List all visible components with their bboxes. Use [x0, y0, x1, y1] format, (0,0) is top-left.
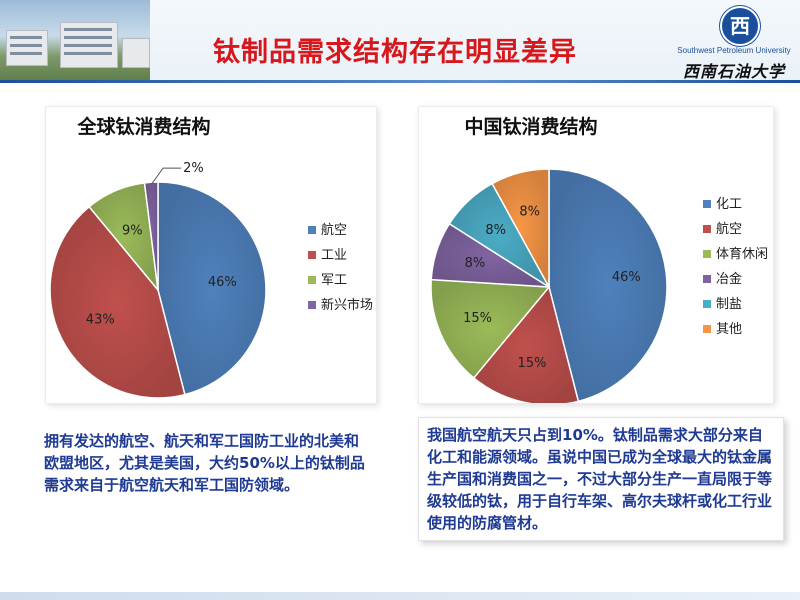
global-slice-1: [49, 205, 186, 399]
china-legend-label-0: 化工: [716, 197, 742, 212]
china-slice-label-2: 15%: [463, 311, 492, 326]
china-legend-label-5: 其他: [716, 322, 742, 337]
china-legend-label-4: 制盐: [716, 297, 742, 312]
china-legend-swatch-0: [703, 200, 711, 208]
global-legend-label-0: 航空: [321, 222, 347, 238]
header-divider: [0, 80, 800, 83]
china-legend-label-1: 航空: [716, 221, 742, 237]
global-legend-swatch-1: [308, 251, 316, 259]
global-chart-title: 全球钛消费结构: [76, 115, 210, 138]
page-title: 钛制品需求结构存在明显差异: [213, 37, 577, 68]
china-legend-swatch-1: [703, 225, 711, 233]
header-bar: 钛制品需求结构存在明显差异 西 Southwest Petroleum Univ…: [0, 0, 800, 81]
global-slice-0: [157, 181, 267, 396]
global-legend-swatch-3: [308, 301, 316, 309]
china-slice-label-4: 8%: [485, 223, 506, 238]
china-slice-5: [491, 168, 550, 288]
global-legend-label-3: 新兴市场: [321, 297, 373, 313]
china-slice-2: [430, 278, 551, 379]
china-legend-swatch-5: [703, 325, 711, 333]
footer-bar: [0, 592, 800, 600]
china-slice-label-3: 8%: [465, 256, 486, 271]
china-slice-1: [472, 285, 580, 403]
university-name-cn: 西南石油大学: [682, 62, 785, 81]
china-slice-label-5: 8%: [519, 205, 540, 220]
china-legend-swatch-2: [703, 250, 711, 258]
global-legend-label-1: 工业: [321, 248, 347, 263]
global-slice-label-0: 46%: [208, 275, 237, 290]
china-chart-panel: 中国钛消费结构 46% 15% 15% 8% 8% 8% 化工航空体育休闲冶金制盐其他: [418, 106, 774, 404]
global-legend-swatch-0: [308, 226, 316, 234]
global-legend-label-2: 军工: [321, 273, 347, 288]
global-slice-3: [143, 181, 159, 291]
china-legend-label-2: 体育休闲: [716, 246, 768, 262]
university-logo: 西: [720, 6, 760, 46]
china-slice-0: [548, 168, 668, 403]
china-note: 我国航空航天只占到10%。钛制品需求大部分来自化工和能源领域。虽说中国已成为全球…: [418, 417, 784, 541]
global-note: 拥有发达的航空、航天和军工国防工业的北美和欧盟地区，尤其是美国，大约50%以上的…: [44, 432, 365, 494]
china-legend-swatch-3: [703, 275, 711, 283]
global-callout-line: [150, 167, 182, 185]
global-legend-swatch-2: [308, 276, 316, 284]
china-slice-label-1: 15%: [518, 356, 547, 371]
china-legend-swatch-4: [703, 300, 711, 308]
global-slice-label-2: 9%: [122, 224, 143, 239]
china-legend-label-3: 冶金: [716, 271, 742, 287]
campus-photo: [0, 0, 150, 80]
global-slice-label-3: 2%: [183, 161, 204, 176]
china-chart-title: 中国钛消费结构: [464, 115, 597, 138]
global-slice-label-1: 43%: [86, 312, 115, 327]
global-chart-panel: 全球钛消费结构 46% 43% 9% 2% 航空工业军工新兴市场: [45, 106, 377, 404]
university-name-en: Southwest Petroleum University: [677, 46, 791, 55]
china-slice-label-0: 46%: [612, 270, 641, 285]
